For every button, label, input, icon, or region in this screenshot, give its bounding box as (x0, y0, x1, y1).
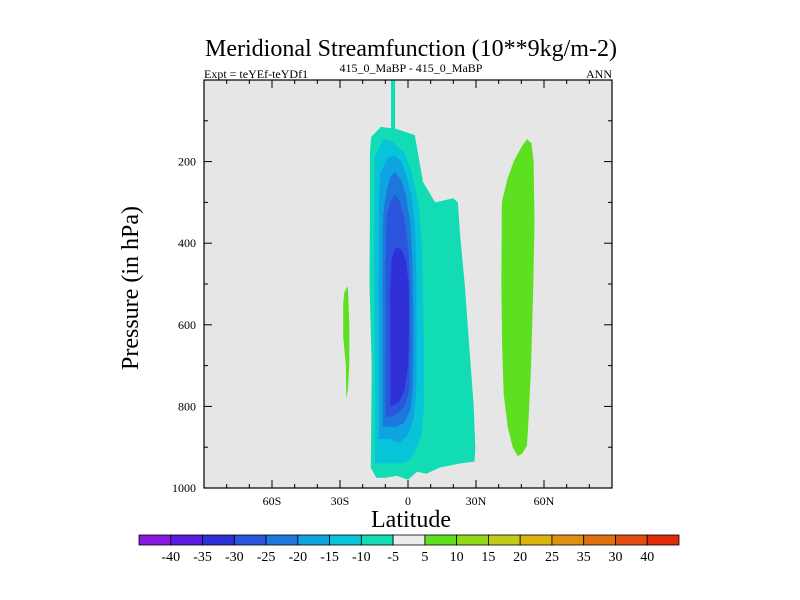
colorbar-label: 10 (450, 550, 464, 565)
colorbar-label: -10 (352, 550, 371, 565)
colorbar-swatch (138, 534, 172, 546)
colorbar-swatch (424, 534, 458, 546)
colorbar-label: 15 (481, 550, 495, 565)
colorbar-swatch (646, 534, 680, 546)
x-tick-label: 60S (263, 494, 282, 508)
contour-neg-5-jet (391, 80, 396, 133)
x-tick-label: 30N (466, 494, 487, 508)
colorbar-label: -30 (225, 550, 244, 565)
colorbar-label: 30 (608, 550, 622, 565)
contour-pos-5-north (501, 139, 535, 457)
colorbar-swatch (360, 534, 394, 546)
colorbar-swatch (615, 534, 648, 546)
x-axis-label: Latitude (371, 507, 451, 533)
colorbar-label: 25 (545, 550, 559, 565)
chart-title: Meridional Streamfunction (10**9kg/m-2) (205, 36, 617, 62)
colorbar-swatch (329, 534, 362, 546)
y-tick-label: 600 (178, 318, 196, 332)
colorbar-swatch (233, 534, 267, 546)
colorbar-swatch (170, 534, 203, 546)
season-label: ANN (586, 67, 612, 81)
colorbar-swatch (583, 534, 616, 546)
colorbar-swatch (551, 534, 585, 546)
colorbar: -40 -35 -30 -25 -20 -15 -10 -5 5 10 15 20 25 35 30 40 (138, 534, 680, 565)
colorbar-label: -20 (288, 550, 307, 565)
colorbar-swatch (488, 534, 521, 546)
plot-frame (203, 79, 613, 489)
colorbar-swatch (202, 534, 235, 546)
colorbar-label: 20 (513, 550, 527, 565)
colorbar-swatch (392, 534, 426, 546)
contour-neg-30 (390, 247, 410, 407)
colorbar-swatch (297, 534, 330, 546)
x-tick-label: 0 (405, 494, 411, 508)
colorbar-label: 5 (421, 550, 428, 565)
colorbar-label: 40 (640, 550, 654, 565)
colorbar-label: -35 (193, 550, 212, 565)
x-tick-label: 30S (331, 494, 350, 508)
experiment-label: Expt = teYEf-teYDf1 (204, 67, 308, 81)
y-axis-label: Pressure (in hPa) (118, 206, 144, 370)
y-tick-label: 200 (178, 155, 196, 169)
y-tick-label: 1000 (172, 481, 196, 495)
contour-pos-5-south (343, 286, 350, 399)
colorbar-label: -40 (161, 550, 180, 565)
y-tick-label: 800 (178, 399, 196, 413)
y-tick-label: 400 (178, 236, 196, 250)
colorbar-label: -25 (257, 550, 276, 565)
colorbar-label: 35 (577, 550, 591, 565)
comparison-label: 415_0_MaBP - 415_0_MaBP (340, 61, 483, 75)
colorbar-label: -5 (387, 550, 399, 565)
x-tick-label: 60N (534, 494, 555, 508)
colorbar-label: -15 (320, 550, 339, 565)
axis-ticks: 60S 30S 0 30N 60N 200 400 600 800 1000 (172, 80, 612, 508)
colorbar-swatch (519, 534, 553, 546)
colorbar-swatch (456, 534, 489, 546)
contour-regions (343, 80, 535, 480)
colorbar-swatch (265, 534, 299, 546)
